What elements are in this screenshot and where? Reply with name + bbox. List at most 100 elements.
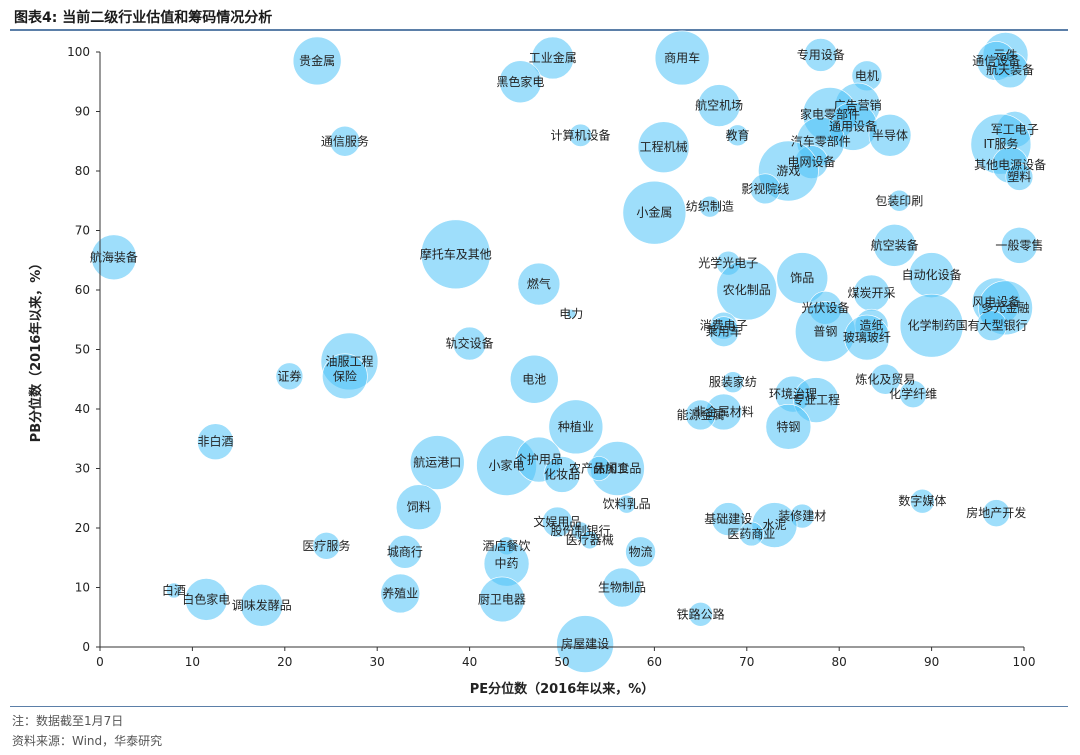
x-tick-label: 80 — [832, 655, 847, 669]
bubble-label-40: 多元金融 — [982, 300, 1030, 315]
bubble-label-94: 房屋建设 — [561, 636, 609, 651]
bubble-label-81: 医疗器械 — [566, 532, 614, 547]
bubble-34 — [776, 252, 829, 304]
bubble-73 — [910, 488, 935, 514]
bubble-label-13: 军工电子 — [991, 122, 1039, 136]
bubble-label-62: 种植业 — [558, 419, 594, 434]
bubble-label-5: 通信设备 — [972, 54, 1020, 68]
bubble-label-16: 汽车零部件 — [791, 133, 851, 148]
bubble-42 — [566, 308, 577, 319]
x-tick-label: 100 — [1013, 655, 1036, 669]
bubble-85 — [625, 536, 656, 568]
bubble-62 — [548, 399, 604, 455]
axes-layer: 0 10 20 30 40 50 60 70 80 90 100 0 10 20 30 40 50 60 70 80 9… — [28, 45, 1035, 697]
bubble-14 — [726, 124, 749, 147]
bubble-77 — [542, 506, 573, 538]
bubble-31 — [873, 224, 916, 267]
bubble-label-50: 轨交设备 — [446, 336, 494, 351]
bubble-label-10: 广告营销 — [834, 99, 882, 113]
bubble-label-72: 饲料 — [407, 500, 431, 514]
bubble-label-31: 航空装备 — [871, 237, 919, 252]
bubble-label-27: 纺织制造 — [686, 200, 734, 214]
bubble-label-80: 医药商业 — [727, 526, 775, 541]
bubble-label-35: 自动化设备 — [902, 268, 962, 282]
bubble-48 — [844, 314, 890, 361]
bubble-label-26: 包装印刷 — [875, 194, 923, 208]
bubble-label-45: 消费电子 — [700, 319, 748, 333]
bubble-90 — [380, 573, 421, 614]
bubble-label-28: 小金属 — [636, 205, 672, 220]
bubble-label-30: 摩托车及其他 — [420, 246, 492, 261]
bubble-label-17: 半导体 — [872, 128, 908, 142]
y-tick-label: 30 — [75, 462, 90, 476]
bubble-label-48: 玻璃玻纤 — [843, 331, 891, 345]
bubble-label-43: 国有大型银行 — [956, 319, 1028, 333]
bubble-81 — [580, 530, 600, 550]
bubble-label-79: 水泥 — [763, 518, 787, 532]
bubble-32 — [1001, 227, 1038, 264]
bubble-label-63: 能源金属 — [677, 407, 725, 422]
bubble-label-69: 农产品加工 — [569, 462, 629, 476]
bubble-label-74: 基础建设 — [704, 512, 752, 526]
x-tick-label: 60 — [647, 655, 662, 669]
bubble-27 — [699, 195, 721, 218]
bubble-label-76: 房地产开发 — [966, 505, 1026, 520]
bubble-50 — [452, 326, 487, 361]
bubble-label-51: 油服工程 — [325, 353, 373, 368]
bubble-25 — [749, 173, 781, 205]
bubble-label-92: 厨卫电器 — [478, 592, 526, 606]
x-tick-label: 10 — [185, 655, 200, 669]
y-tick-label: 0 — [82, 640, 90, 654]
bubble-label-37: 农化制品 — [723, 283, 771, 297]
y-tick-label: 20 — [75, 521, 90, 535]
bubble-label-42: 电力 — [559, 307, 583, 321]
bubble-71 — [617, 494, 636, 514]
bubble-63 — [685, 399, 716, 431]
bubble-label-46: 普钢 — [813, 325, 837, 339]
bubble-label-29: 航海装备 — [90, 249, 138, 264]
bubble-59 — [899, 380, 927, 408]
bubble-label-32: 一般零售 — [995, 237, 1043, 252]
bubble-label-53: 证券 — [277, 368, 301, 383]
bubble-28 — [622, 180, 687, 245]
bubble-label-55: 服装家纺 — [709, 374, 757, 389]
y-tick-label: 80 — [75, 164, 90, 178]
y-axis-title: PB分位数（2016年以来，%） — [28, 257, 44, 443]
bubble-label-54: 电池 — [522, 372, 546, 386]
figure-title: 图表4: 当前二级行业估值和筹码情况分析 — [14, 10, 273, 26]
x-tick-label: 90 — [924, 655, 939, 669]
bubble-7 — [499, 60, 542, 104]
x-tick-label: 30 — [370, 655, 385, 669]
y-tick-label: 40 — [75, 402, 90, 416]
bubble-label-14: 教育 — [726, 127, 750, 142]
bubble-29 — [91, 234, 137, 281]
bubble-label-24: 塑料 — [1007, 169, 1031, 184]
bubble-label-18: 通信服务 — [321, 133, 369, 148]
bubble-92 — [479, 576, 525, 623]
bubble-70 — [543, 456, 581, 493]
bubble-label-91: 生物制品 — [598, 581, 646, 595]
bubble-0 — [292, 36, 342, 86]
y-tick-label: 10 — [75, 581, 90, 595]
bubble-87 — [166, 582, 182, 599]
bubble-55 — [722, 371, 744, 394]
bubble-94 — [556, 615, 614, 673]
bubble-label-38: 煤炭开采 — [848, 286, 896, 300]
bubble-1 — [531, 36, 575, 80]
bubble-3 — [803, 38, 838, 72]
y-tick-label: 70 — [75, 224, 90, 238]
bubble-82 — [312, 532, 341, 560]
bubble-label-23: 游戏 — [776, 164, 800, 178]
bubble-label-85: 物流 — [629, 545, 653, 559]
y-tick-label: 50 — [75, 343, 90, 357]
bubble-89 — [240, 584, 284, 627]
bubble-9 — [697, 84, 741, 127]
bubble-label-83: 城商行 — [387, 544, 423, 559]
bubbles-layer — [91, 30, 1038, 673]
bubble-label-15: 计算机设备 — [550, 127, 610, 142]
bubble-label-75: 装修建材 — [778, 508, 826, 523]
bubble-label-56: 炼化及贸易 — [855, 371, 915, 386]
bubble-label-6: 航天装备 — [986, 62, 1034, 77]
